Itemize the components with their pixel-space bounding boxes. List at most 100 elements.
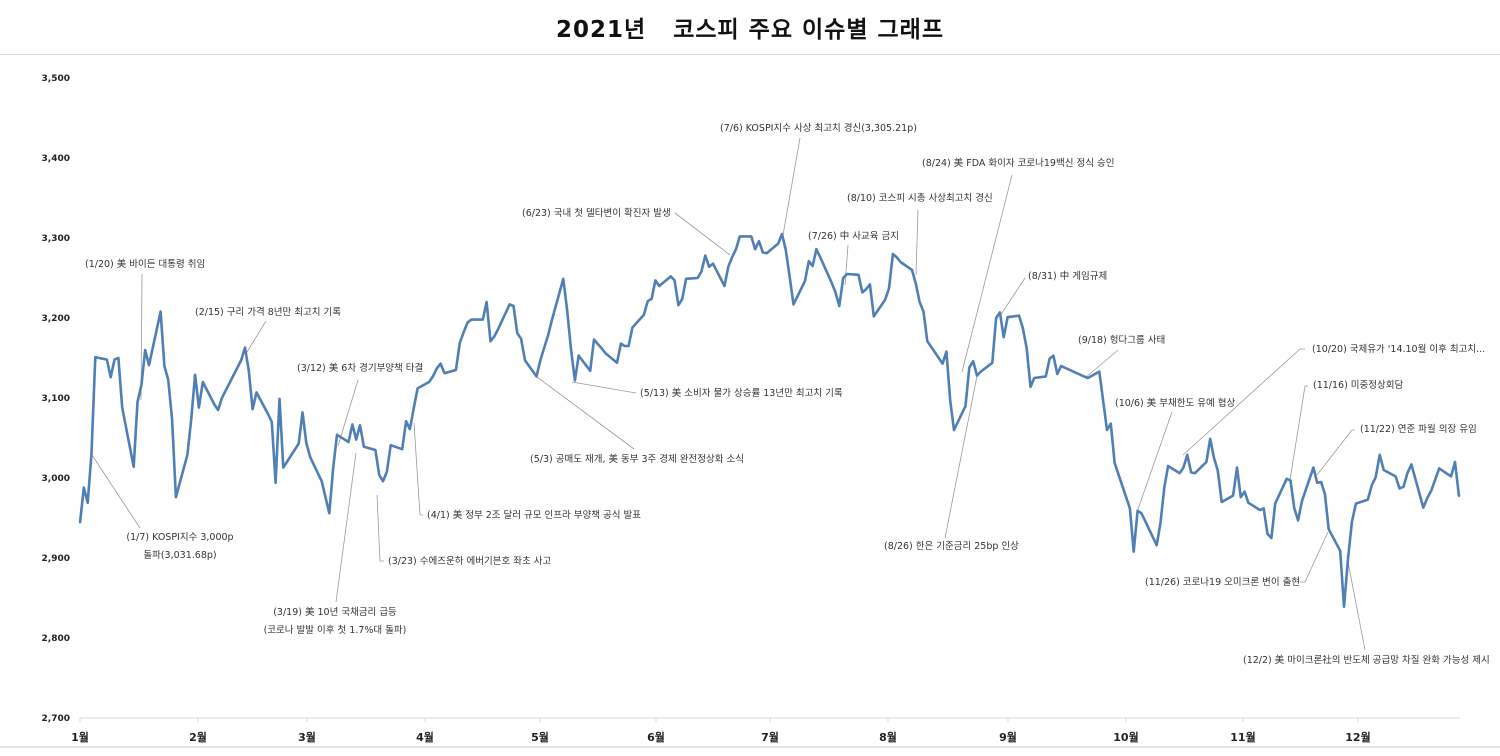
x-tick-label: 4월 [416,730,434,744]
data-point [1209,438,1211,440]
data-point [696,277,699,279]
annotation-leader-line [335,452,357,603]
data-point [336,434,338,436]
data-point [167,378,170,381]
data-point [1186,454,1189,456]
annotation-leader-line [1347,561,1366,651]
data-point [834,291,837,294]
data-point [1232,494,1234,497]
data-point [884,298,887,301]
x-tick-label: 9월 [999,730,1017,744]
annotation-label: (8/10) 코스피 시총 사상최고치 경신 [847,192,993,204]
data-point [140,384,143,387]
data-point [535,375,538,378]
data-point [201,381,204,383]
data-point [700,270,703,273]
data-point [1033,377,1036,379]
data-point [838,305,841,307]
data-point [1351,521,1353,523]
data-point [524,359,526,362]
data-point [972,360,974,363]
data-point [861,291,864,294]
data-point [386,470,388,473]
data-point [309,456,311,459]
annotation-label: (3/19) 美 10년 국채금리 급등 [273,606,397,618]
data-point [462,331,465,334]
data-point [1190,471,1192,474]
annotation-label: (7/6) KOSPI지수 사상 최고치 경신(3,305.21p) [720,122,917,134]
data-point [1410,463,1413,466]
annotation-label: (11/26) 코로나19 오미크론 변이 출현 [1145,577,1300,588]
data-point [781,233,783,235]
data-point [458,342,461,344]
data-point [163,365,166,367]
x-tick-label: 6월 [647,730,665,744]
data-point [1398,487,1401,490]
data-point [1159,522,1162,524]
data-point [1022,327,1024,330]
data-point [297,442,300,445]
y-tick-label: 3,400 [42,154,70,164]
data-point [646,300,649,303]
data-point [1270,537,1273,539]
data-point [1382,469,1385,471]
data-point [1355,502,1357,505]
data-point [723,285,726,287]
data-point [1301,500,1303,503]
data-point [762,251,764,254]
data-point [1289,479,1292,482]
data-point [86,502,89,504]
data-point [194,374,196,376]
data-point [1316,482,1319,484]
y-tick-label: 2,800 [42,634,70,644]
annotation-leader-line [961,174,1013,373]
data-point [113,358,116,361]
data-point [1018,314,1020,317]
data-point [604,352,607,355]
data-point [804,280,806,283]
data-point [159,310,162,313]
data-point [121,406,123,409]
data-point [750,235,753,238]
data-point [669,275,672,278]
data-point [830,282,833,284]
bottom-divider [0,746,1500,748]
data-point [1239,496,1242,499]
data-point [911,269,913,271]
data-point [566,310,568,312]
data-point [1060,365,1062,367]
data-point [915,282,917,285]
annotation-leader-line [1289,385,1308,481]
data-point [1182,466,1185,469]
data-point [1132,550,1135,553]
data-point [1243,490,1246,493]
data-point [899,261,902,263]
y-tick-label: 3,200 [42,314,70,324]
annotation-leader-line [1300,531,1329,583]
data-point [1347,558,1349,560]
y-tick-label: 2,900 [42,554,70,564]
x-tick-label: 7월 [761,730,779,744]
data-point [1320,481,1322,483]
x-axis: 1월 2월 3월 4월 5월 6월 7월 8월 9월 10월 11월 12월 [71,717,1460,744]
annotation-leader-line [536,376,635,450]
data-point [1434,478,1437,481]
x-tick-label: 5월 [531,730,549,744]
data-point [968,366,971,369]
x-tick-label: 12월 [1345,730,1370,744]
annotation-label: (11/22) 연준 파월 의장 유임 [1360,423,1477,435]
data-point [1312,466,1315,469]
annotation-label: (8/31) 中 게임규제 [1028,270,1107,282]
data-point [1293,507,1296,510]
data-point [1324,493,1326,495]
data-point [865,288,867,291]
data-point [79,522,81,524]
data-point [175,496,177,499]
data-point [677,304,680,307]
data-point [574,379,576,382]
data-point [324,496,327,499]
y-tick-label: 3,300 [42,234,70,244]
kospi-series-line [78,232,1461,609]
annotation-leader-line [999,277,1026,317]
